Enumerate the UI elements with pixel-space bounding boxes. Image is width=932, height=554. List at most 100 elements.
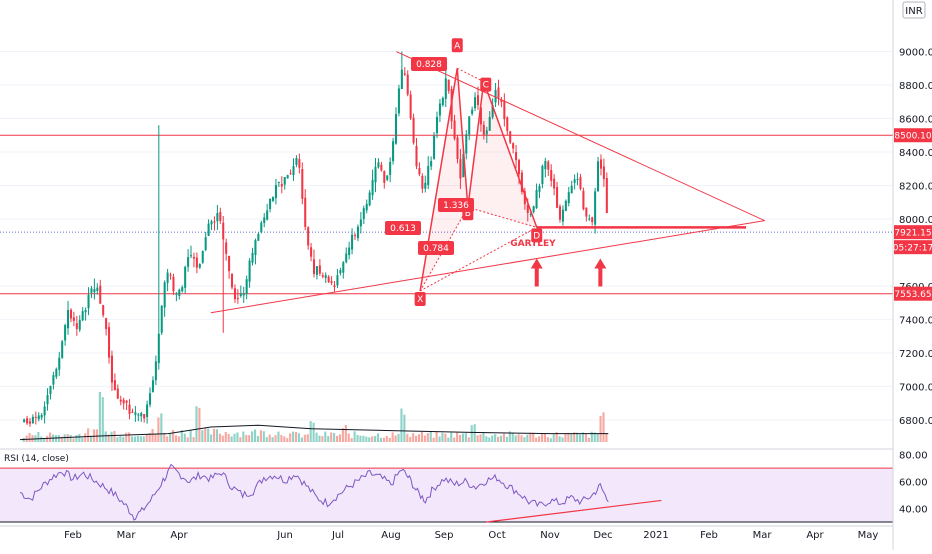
volume-bar (412, 433, 415, 442)
candle-body (192, 256, 195, 259)
price-tick-label: 9000.00 (899, 48, 932, 59)
candle-body (435, 116, 439, 134)
candle-body (228, 255, 231, 272)
time-tick-label: Oct (488, 530, 505, 541)
volume-bar (151, 428, 154, 442)
volume-bar (488, 437, 491, 442)
candle-body (154, 361, 157, 381)
volume-bar (532, 432, 535, 442)
candle-body (556, 187, 559, 208)
candle-body (520, 172, 523, 192)
candle-body (570, 185, 573, 194)
candle-body (248, 260, 251, 282)
volume-bar (318, 435, 321, 442)
candle-body (72, 317, 75, 321)
candle-body (553, 178, 556, 189)
candle-body (87, 294, 90, 309)
candle-body (494, 90, 497, 103)
ratio-ab-c-bg (411, 57, 447, 71)
candle-body (474, 97, 477, 109)
volume-bar (204, 428, 207, 442)
candle-body (456, 137, 459, 159)
volume-bar (312, 422, 315, 442)
volume-bar (271, 437, 274, 442)
candle-body (195, 257, 198, 268)
volume-bar (467, 437, 470, 442)
candle-body (500, 99, 503, 103)
countdown-tag-bg (894, 240, 932, 255)
candle-body (52, 375, 55, 385)
volume-bar (426, 433, 429, 442)
volume-bar (382, 437, 385, 442)
volume-bar (535, 437, 538, 442)
candle-body (236, 298, 239, 300)
pattern-xab-fill (420, 68, 468, 291)
volume-bar (116, 437, 119, 442)
candle-body (43, 406, 46, 416)
volume-bar (128, 432, 131, 442)
candle-body (529, 214, 532, 216)
last-price-tag: 7921.15 (894, 229, 931, 239)
candle-body (207, 223, 210, 236)
pattern-point-c-bg (480, 77, 492, 92)
volume-bar (523, 437, 526, 442)
candle-body (222, 222, 225, 240)
volume-bar (415, 435, 418, 442)
volume-bar (599, 415, 602, 442)
volume-bar (57, 434, 60, 442)
volume-bar (576, 432, 579, 442)
volume-bar (280, 434, 283, 442)
volume-bar (224, 431, 227, 442)
candle-body (178, 289, 181, 296)
candle-body (157, 333, 160, 364)
pattern-point-c: C (483, 81, 489, 91)
candle-body (163, 282, 166, 308)
candle-body (333, 285, 336, 287)
candle-body (365, 203, 368, 211)
candle-body (482, 124, 485, 135)
candle-body (371, 179, 374, 196)
candle-body (424, 182, 427, 189)
volume-bar (453, 437, 456, 442)
price-tick-label: 8600.00 (899, 115, 932, 126)
time-tick-label: Apr (806, 530, 824, 541)
candle-body (61, 341, 64, 358)
candle-body (515, 152, 518, 161)
volume-bar (101, 397, 104, 442)
last-price-tag-bg (894, 225, 932, 240)
candle-body (356, 226, 359, 239)
candle-body (421, 175, 424, 189)
buy-arrow-0 (530, 258, 543, 287)
volume-bar (409, 437, 412, 442)
candle-body (509, 131, 512, 143)
volume-bar (458, 435, 462, 442)
volume-bar (160, 413, 163, 442)
pattern-point-b: B (465, 209, 471, 219)
volume-bar (365, 436, 368, 442)
candle-body (427, 166, 430, 186)
candle-body (433, 135, 436, 159)
volume-bar (605, 433, 608, 442)
volume-bar (497, 436, 500, 442)
candle-body (380, 164, 383, 171)
ratio-xa-d: 0.784 (423, 244, 449, 254)
candle-body (81, 311, 84, 321)
candle-body (541, 165, 544, 185)
candle-body (34, 416, 37, 418)
volume-bar (78, 433, 81, 442)
candle-body (594, 191, 597, 225)
candle-body (564, 200, 567, 211)
volume-bar (464, 433, 467, 442)
candle-body (283, 177, 286, 185)
volume-bar (221, 435, 224, 442)
volume-bar (517, 434, 520, 442)
candle-body (468, 116, 471, 135)
candle-body (201, 251, 204, 263)
volume-bar (130, 436, 134, 442)
volume-bar (376, 433, 380, 442)
pattern-point-x: X (417, 295, 423, 305)
candle-body (151, 380, 154, 392)
volume-bar (142, 436, 145, 442)
